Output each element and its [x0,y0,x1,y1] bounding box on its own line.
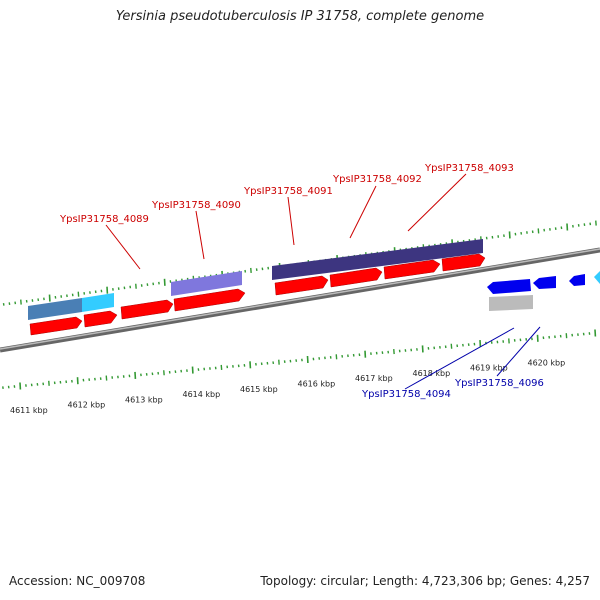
cog-bar[interactable] [327,239,483,273]
cog-bar[interactable] [489,295,533,311]
gene-label[interactable]: YpsIP31758_4094 [361,389,451,400]
cog-bar[interactable] [28,298,82,320]
gene-label[interactable]: YpsIP31758_4091 [243,186,333,197]
cog-bar[interactable] [272,259,327,280]
cds-arrow-reverse[interactable] [594,271,600,284]
cog-bar[interactable] [171,271,242,296]
position-label: 4615 kbp [240,385,278,394]
tick-row-lower [2,329,597,390]
gene-label[interactable]: YpsIP31758_4093 [424,163,514,174]
genome-backbone [0,247,600,353]
position-label: 4611 kbp [10,406,48,415]
cds-arrow-reverse[interactable] [533,276,556,289]
cds-arrow[interactable] [173,288,246,312]
cog-track [28,239,533,320]
cds-arrow[interactable] [120,299,174,320]
cds-arrow[interactable] [441,253,486,272]
cds-arrow-reverse[interactable] [569,274,585,286]
position-label: 4620 kbp [528,358,566,367]
cds-arrow[interactable] [274,275,329,296]
position-label: 4616 kbp [298,380,336,389]
position-labels: 4611 kbp 4612 kbp 4613 kbp 4614 kbp 4615 kbp… [10,358,565,415]
cds-arrow-reverse[interactable] [487,279,531,294]
cds-arrow[interactable] [383,259,441,280]
cds-forward-track [29,253,486,336]
cog-bar[interactable] [82,293,114,312]
gene-label[interactable]: YpsIP31758_4096 [454,378,544,389]
position-label: 4617 kbp [355,374,393,383]
gene-label[interactable]: YpsIP31758_4090 [151,200,241,211]
gene-label[interactable]: YpsIP31758_4092 [332,174,422,185]
genome-summary-text: Topology: circular; Length: 4,723,306 bp… [260,574,590,588]
cds-arrow[interactable] [329,267,383,288]
gene-label[interactable]: YpsIP31758_4089 [59,214,149,225]
genome-title: Yersinia pseudotuberculosis IP 31758, co… [115,9,485,24]
position-label: 4613 kbp [125,395,163,404]
position-label: 4619 kbp [470,364,508,373]
label-leaders [105,173,541,390]
cds-reverse-track [487,271,600,294]
position-label: 4618 kbp [413,369,451,378]
cds-arrow[interactable] [83,310,118,328]
gene-labels: YpsIP31758_4089 YpsIP31758_4090 YpsIP317… [59,163,544,400]
accession-text: Accession: NC_009708 [9,574,146,588]
position-label: 4614 kbp [183,390,221,399]
cds-arrow[interactable] [29,316,83,336]
position-label: 4612 kbp [68,401,106,410]
